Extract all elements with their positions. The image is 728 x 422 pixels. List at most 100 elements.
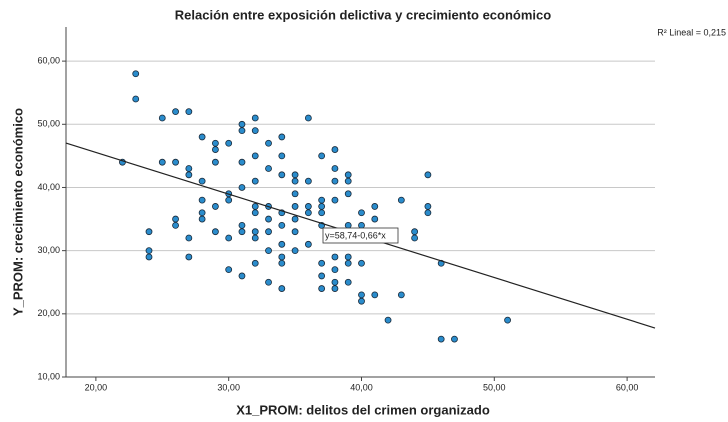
point <box>344 221 352 229</box>
fit-label-box <box>322 227 399 244</box>
point <box>198 196 206 204</box>
point <box>278 253 286 261</box>
point <box>212 228 219 236</box>
point <box>318 272 326 280</box>
point <box>291 215 299 223</box>
point <box>185 234 193 242</box>
point <box>185 108 193 116</box>
point <box>304 240 312 248</box>
point <box>145 253 153 261</box>
point <box>172 158 179 166</box>
point <box>291 190 299 198</box>
point <box>358 259 365 267</box>
point <box>172 221 179 229</box>
x-tick-label: 60,00 <box>616 382 639 392</box>
point <box>238 127 246 135</box>
point <box>212 158 219 166</box>
point <box>251 228 259 236</box>
point <box>397 196 405 204</box>
point <box>371 215 379 223</box>
point <box>212 203 219 210</box>
point <box>238 120 246 128</box>
point <box>451 335 458 343</box>
y-tick-label: 30,00 <box>37 245 60 255</box>
point <box>358 291 365 299</box>
point <box>238 184 246 191</box>
point <box>238 158 246 166</box>
chart-title: Relación entre exposición delictiva y cr… <box>175 7 551 22</box>
y-tick-label: 60,00 <box>37 55 60 65</box>
point <box>331 253 339 261</box>
point <box>265 215 272 223</box>
point <box>358 221 365 229</box>
point <box>212 139 219 147</box>
x-tick-label: 30,00 <box>217 382 240 392</box>
x-axis-title: X1_PROM: delitos del crimen organizado <box>236 402 490 417</box>
point <box>145 247 153 255</box>
point <box>185 171 193 179</box>
point <box>132 95 140 103</box>
point <box>265 278 272 286</box>
point <box>278 171 286 179</box>
fit-label: y=58,74-0,66*x <box>325 230 386 240</box>
x-tick-label: 50,00 <box>483 382 506 392</box>
point <box>344 177 352 185</box>
y-tick-label: 40,00 <box>37 182 60 192</box>
x-tick-label: 40,00 <box>350 382 373 392</box>
point <box>251 114 259 122</box>
point <box>344 171 352 179</box>
point <box>225 266 233 273</box>
point <box>424 171 432 179</box>
point <box>331 165 339 172</box>
point <box>318 259 326 267</box>
point <box>411 228 419 236</box>
point <box>278 152 286 160</box>
point <box>278 259 286 267</box>
point <box>251 203 259 210</box>
point <box>331 278 339 286</box>
point <box>132 70 140 78</box>
point <box>304 114 312 122</box>
point <box>291 171 299 179</box>
point <box>265 165 272 172</box>
point <box>424 209 432 217</box>
point <box>331 285 339 292</box>
point <box>278 285 286 292</box>
point <box>437 335 445 343</box>
point <box>318 196 326 204</box>
point <box>278 133 286 141</box>
point <box>238 228 246 236</box>
point <box>504 316 511 324</box>
point <box>424 203 432 210</box>
point <box>291 177 299 185</box>
point <box>278 240 286 248</box>
point <box>251 177 259 185</box>
point <box>265 228 272 236</box>
y-axis-title: Y_PROM: crecimiento económico <box>10 108 25 316</box>
point <box>344 278 352 286</box>
point <box>225 234 233 242</box>
y-tick-label: 50,00 <box>37 119 60 129</box>
point <box>158 158 166 166</box>
point <box>318 152 326 160</box>
point <box>358 209 365 217</box>
point <box>358 297 365 305</box>
point <box>291 203 299 210</box>
point <box>304 203 312 210</box>
point <box>278 221 286 229</box>
point <box>145 228 153 236</box>
point <box>198 209 206 217</box>
point <box>331 196 339 204</box>
point <box>185 253 193 261</box>
point <box>225 139 233 147</box>
point <box>331 266 339 273</box>
point <box>344 253 352 261</box>
point <box>251 152 259 160</box>
point <box>251 209 259 217</box>
point <box>265 247 272 255</box>
point <box>198 133 206 141</box>
point <box>198 215 206 223</box>
point <box>251 127 259 135</box>
point <box>318 209 326 217</box>
